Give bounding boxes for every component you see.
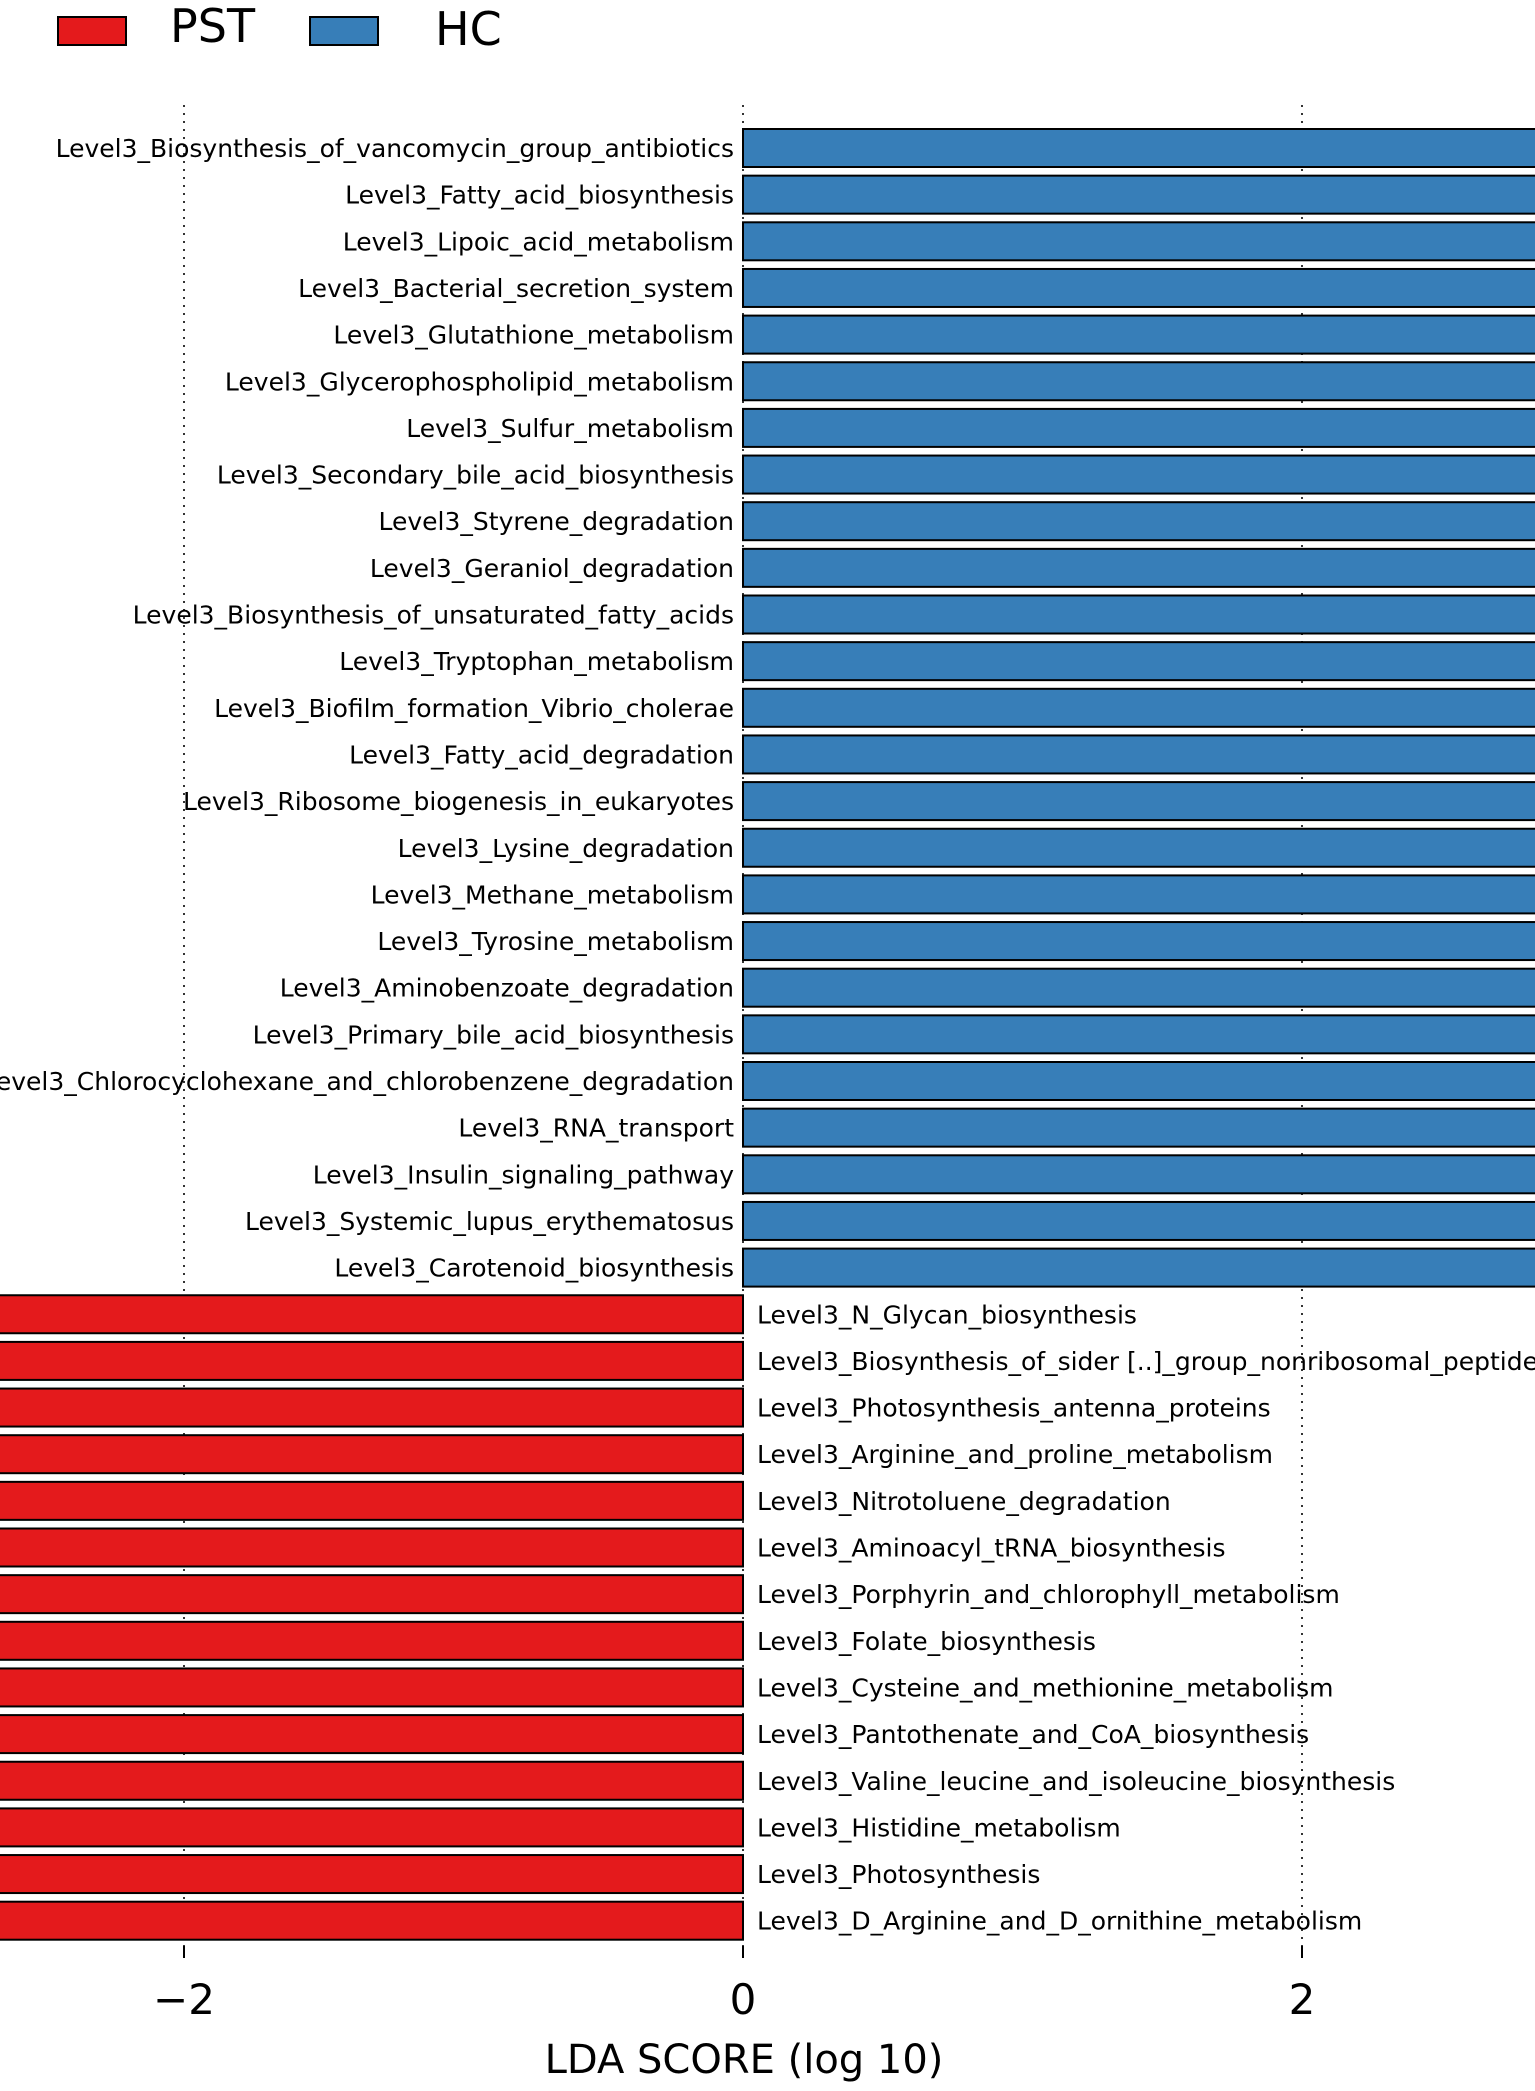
bar-label-hc-4: Level3_Glutathione_metabolism [333, 321, 734, 350]
bar-label-hc-5: Level3_Glycerophospholipid_metabolism [225, 367, 734, 396]
x-tick-label-3: 2 [1289, 1975, 1316, 2024]
legend-label-pst: PST [170, 0, 256, 53]
bar-label-hc-21: Level3_RNA_transport [458, 1114, 734, 1143]
bar-pst-1 [0, 1340, 744, 1381]
bar-label-hc-18: Level3_Aminobenzoate_degradation [280, 974, 734, 1003]
bar-label-pst-4: Level3_Nitrotoluene_degradation [757, 1487, 1171, 1516]
bar-label-hc-2: Level3_Lipoic_acid_metabolism [343, 227, 734, 256]
x-tick-label-1: −2 [153, 1975, 215, 2024]
bar-hc-15 [742, 827, 1535, 868]
bar-label-pst-6: Level3_Porphyrin_and_chlorophyll_metabol… [757, 1580, 1340, 1609]
bar-hc-12 [742, 687, 1535, 728]
bar-label-hc-24: Level3_Carotenoid_biosynthesis [334, 1254, 734, 1283]
bar-pst-0 [0, 1294, 745, 1335]
bar-label-pst-9: Level3_Pantothenate_and_CoA_biosynthesis [757, 1720, 1309, 1749]
legend-swatch-pst [57, 16, 127, 46]
bar-label-pst-7: Level3_Folate_biosynthesis [757, 1627, 1096, 1656]
bar-label-pst-1: Level3_Biosynthesis_of_sider [..]_group_… [757, 1347, 1535, 1376]
bar-label-pst-8: Level3_Cysteine_and_methionine_metabolis… [757, 1673, 1334, 1702]
bar-pst-4 [0, 1480, 745, 1521]
bar-label-hc-20: Level3_Chlorocyclohexane_and_chlorobenze… [0, 1067, 734, 1096]
legend-label-hc: HC [435, 2, 502, 56]
bar-label-hc-9: Level3_Geraniol_degradation [370, 554, 734, 583]
bar-label-hc-13: Level3_Fatty_acid_degradation [349, 740, 734, 769]
bar-label-hc-15: Level3_Lysine_degradation [398, 834, 734, 863]
bar-labels: Level3_Biosynthesis_of_vancomycin_group_… [0, 134, 1535, 1936]
bar-pst-5 [0, 1527, 744, 1568]
bar-label-hc-1: Level3_Fatty_acid_biosynthesis [345, 181, 734, 210]
bar-pst-13 [0, 1900, 745, 1941]
bar-label-hc-22: Level3_Insulin_signaling_pathway [313, 1160, 734, 1189]
bar-pst-3 [0, 1434, 744, 1475]
bar-label-hc-7: Level3_Secondary_bile_acid_biosynthesis [217, 461, 734, 490]
bar-hc-23 [742, 1200, 1535, 1241]
bar-hc-17 [742, 921, 1535, 962]
bar-hc-1 [742, 174, 1535, 215]
bar-hc-8 [742, 501, 1535, 542]
bar-hc-10 [742, 594, 1535, 635]
bar-pst-11 [0, 1807, 745, 1848]
bars [0, 128, 1535, 1941]
bar-hc-13 [742, 734, 1535, 775]
bar-label-pst-0: Level3_N_Glycan_biosynthesis [757, 1300, 1137, 1329]
bar-hc-2 [742, 221, 1535, 262]
bar-label-hc-19: Level3_Primary_bile_acid_biosynthesis [253, 1020, 734, 1049]
bar-hc-7 [742, 454, 1535, 495]
bar-label-hc-17: Level3_Tyrosine_metabolism [377, 927, 734, 956]
bar-label-hc-16: Level3_Methane_metabolism [371, 880, 734, 909]
x-axis: −4−2024 [153, 1946, 1316, 2024]
legend-swatch-hc [309, 16, 379, 46]
bar-pst-9 [0, 1714, 745, 1755]
bar-hc-14 [742, 781, 1535, 822]
bar-hc-16 [742, 874, 1535, 915]
bar-pst-2 [0, 1387, 744, 1428]
bar-label-hc-14: Level3_Ribosome_biogenesis_in_eukaryotes [183, 787, 734, 816]
bar-label-hc-0: Level3_Biosynthesis_of_vancomycin_group_… [56, 134, 734, 163]
bar-label-pst-3: Level3_Arginine_and_proline_metabolism [757, 1440, 1273, 1469]
bar-hc-21 [742, 1107, 1535, 1148]
x-axis-title: LDA SCORE (log 10) [545, 2037, 944, 2083]
bar-hc-3 [742, 267, 1535, 308]
bar-label-hc-8: Level3_Styrene_degradation [379, 507, 735, 536]
bar-label-pst-12: Level3_Photosynthesis [757, 1860, 1040, 1889]
bar-pst-12 [0, 1854, 745, 1895]
bar-hc-0 [742, 128, 1535, 168]
bar-hc-18 [742, 967, 1535, 1008]
bar-hc-5 [742, 361, 1535, 402]
bar-label-pst-5: Level3_Aminoacyl_tRNA_biosynthesis [757, 1534, 1226, 1563]
bar-hc-6 [742, 407, 1535, 448]
bar-hc-24 [742, 1247, 1535, 1288]
bar-pst-6 [0, 1574, 744, 1615]
legend: PST HC [57, 0, 502, 56]
bar-label-pst-2: Level3_Photosynthesis_antenna_proteins [757, 1394, 1271, 1423]
bar-label-hc-10: Level3_Biosynthesis_of_unsaturated_fatty… [133, 601, 734, 630]
bar-label-hc-23: Level3_Systemic_lupus_erythematosus [245, 1207, 734, 1236]
bar-hc-20 [742, 1061, 1535, 1101]
bar-label-hc-12: Level3_Biofilm_formation_Vibrio_cholerae [214, 694, 734, 723]
bar-pst-10 [0, 1760, 745, 1801]
bar-label-pst-11: Level3_Histidine_metabolism [757, 1813, 1121, 1842]
bar-pst-7 [0, 1620, 744, 1661]
x-tick-label-2: 0 [730, 1975, 757, 2024]
bar-label-pst-13: Level3_D_Arginine_and_D_ornithine_metabo… [757, 1907, 1362, 1936]
bar-hc-22 [742, 1154, 1535, 1195]
bar-label-pst-10: Level3_Valine_leucine_and_isoleucine_bio… [757, 1767, 1395, 1796]
bar-label-hc-6: Level3_Sulfur_metabolism [406, 414, 734, 443]
bar-label-hc-3: Level3_Bacterial_secretion_system [298, 274, 734, 303]
bar-pst-8 [0, 1667, 744, 1708]
bar-label-hc-11: Level3_Tryptophan_metabolism [339, 647, 734, 676]
bar-hc-4 [742, 314, 1535, 355]
bar-hc-19 [742, 1014, 1535, 1055]
bar-hc-11 [742, 641, 1535, 682]
bar-hc-9 [742, 547, 1535, 588]
